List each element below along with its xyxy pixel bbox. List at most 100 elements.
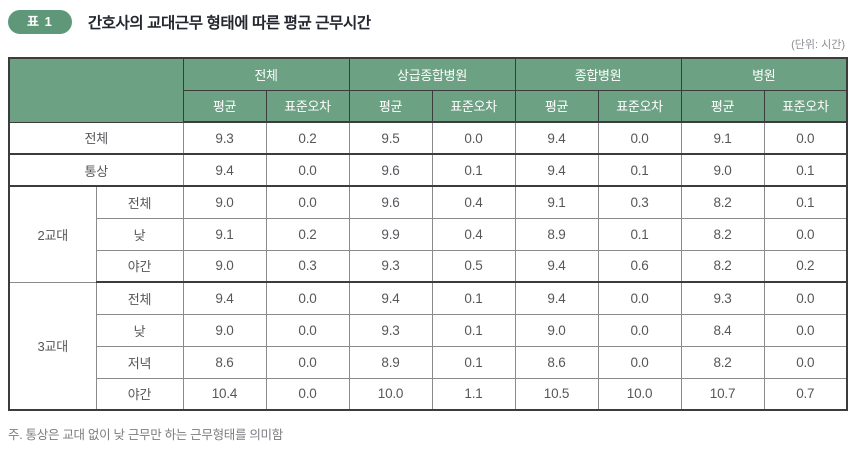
row-label: 전체: [95, 281, 184, 315]
sub-header-mean: 평균: [348, 89, 433, 123]
table-row: 2교대 전체 9.0 0.0 9.6 0.4 9.1 0.3 8.2 0.1: [8, 185, 848, 283]
value-cell: 10.0: [597, 377, 682, 411]
sub-header-se: 표준오차: [431, 89, 516, 123]
table-number-badge: 표 1: [8, 9, 72, 34]
value-cell: 9.0: [182, 185, 267, 219]
value-cell: 0.0: [597, 345, 682, 379]
table-row: 전체 9.3 0.2 9.5 0.0 9.4 0.0 9.1 0.0: [8, 121, 848, 155]
value-cell: 10.0: [348, 377, 433, 411]
value-cell: 0.0: [265, 281, 350, 315]
value-cell: 0.0: [763, 121, 848, 155]
value-cell: 10.7: [680, 377, 765, 411]
table-row: 3교대 전체 9.4 0.0 9.4 0.1 9.4 0.0 9.3 0.0: [8, 281, 848, 411]
row-label: 통상: [8, 153, 184, 187]
value-cell: 9.4: [182, 281, 267, 315]
sub-header-se: 표준오차: [597, 89, 682, 123]
table-row: 야간 9.0 0.3 9.3 0.5 9.4 0.6 8.2 0.2: [9, 249, 848, 283]
work-hours-table: 전체 상급종합병원 종합병원 병원 평균 표준오차 평균 표준오차 평균 표준오…: [8, 57, 849, 411]
value-cell: 0.1: [763, 153, 848, 187]
table-row: 낮 9.0 0.0 9.3 0.1 9.0 0.0 8.4 0.0: [9, 313, 848, 347]
value-cell: 0.0: [265, 313, 350, 347]
value-cell: 0.0: [265, 153, 350, 187]
value-cell: 0.0: [763, 313, 848, 347]
value-cell: 10.5: [514, 377, 599, 411]
value-cell: 9.4: [514, 281, 599, 315]
value-cell: 8.2: [680, 345, 765, 379]
table-row: 저녁 8.6 0.0 8.9 0.1 8.6 0.0 8.2 0.0: [9, 345, 848, 379]
table-caption: 표 1 간호사의 교대근무 형태에 따른 평균 근무시간: [8, 8, 845, 35]
value-cell: 0.0: [265, 345, 350, 379]
col-group-header-general-hospital: 종합병원: [514, 57, 682, 91]
value-cell: 8.2: [680, 217, 765, 251]
sub-header-mean: 평균: [680, 89, 765, 123]
value-cell: 0.7: [763, 377, 848, 411]
value-cell: 9.6: [348, 185, 433, 219]
value-cell: 0.3: [597, 185, 682, 219]
value-cell: 9.4: [514, 153, 599, 187]
table-row: 낮 9.1 0.2 9.9 0.4 8.9 0.1 8.2 0.0: [9, 217, 848, 251]
value-cell: 8.4: [680, 313, 765, 347]
value-cell: 0.0: [265, 185, 350, 219]
value-cell: 0.0: [597, 313, 682, 347]
row-label: 저녁: [95, 345, 184, 379]
value-cell: 0.0: [597, 281, 682, 315]
value-cell: 9.4: [348, 281, 433, 315]
value-cell: 1.1: [431, 377, 516, 411]
value-cell: 8.6: [182, 345, 267, 379]
value-cell: 9.0: [514, 313, 599, 347]
value-cell: 0.1: [763, 185, 848, 219]
value-cell: 0.0: [431, 121, 516, 155]
value-cell: 9.9: [348, 217, 433, 251]
unit-note: (단위: 시간): [791, 39, 845, 51]
sub-header-se: 표준오차: [265, 89, 350, 123]
value-cell: 0.0: [763, 345, 848, 379]
value-cell: 9.3: [680, 281, 765, 315]
page-title: 간호사의 교대근무 형태에 따른 평균 근무시간: [87, 14, 371, 32]
row-label: 야간: [95, 377, 184, 411]
value-cell: 9.4: [182, 153, 267, 187]
value-cell: 9.3: [348, 313, 433, 347]
value-cell: 0.4: [431, 217, 516, 251]
value-cell: 0.1: [431, 313, 516, 347]
value-cell: 9.3: [182, 121, 267, 155]
value-cell: 8.2: [680, 185, 765, 219]
value-cell: 9.1: [514, 185, 599, 219]
value-cell: 0.2: [265, 121, 350, 155]
value-cell: 0.0: [265, 377, 350, 411]
row-group-label-3shift: 3교대: [8, 281, 97, 411]
corner-cell: [8, 57, 184, 123]
header-row-stats: 평균 표준오차 평균 표준오차 평균 표준오차 평균 표준오차: [9, 89, 848, 123]
value-cell: 0.5: [431, 249, 516, 283]
value-cell: 0.0: [763, 281, 848, 315]
value-cell: 0.3: [265, 249, 350, 283]
value-cell: 9.1: [680, 121, 765, 155]
value-cell: 0.1: [431, 345, 516, 379]
row-label: 전체: [95, 185, 184, 219]
value-cell: 0.0: [763, 217, 848, 251]
value-cell: 8.9: [514, 217, 599, 251]
sub-header-mean: 평균: [514, 89, 599, 123]
table-row: 야간 10.4 0.0 10.0 1.1 10.5 10.0 10.7 0.7: [9, 377, 848, 411]
value-cell: 9.3: [348, 249, 433, 283]
header-row-groups: 전체 상급종합병원 종합병원 병원: [8, 57, 848, 123]
col-group-header-tertiary-hospital: 상급종합병원: [348, 57, 516, 91]
value-cell: 0.1: [597, 153, 682, 187]
value-cell: 9.4: [514, 121, 599, 155]
value-cell: 9.6: [348, 153, 433, 187]
value-cell: 0.1: [597, 217, 682, 251]
value-cell: 0.2: [763, 249, 848, 283]
value-cell: 9.0: [182, 249, 267, 283]
row-label: 전체: [8, 121, 184, 155]
value-cell: 0.1: [431, 153, 516, 187]
row-group-label-2shift: 2교대: [8, 185, 97, 283]
value-cell: 0.2: [265, 217, 350, 251]
col-group-header-total: 전체: [182, 57, 350, 91]
value-cell: 9.0: [182, 313, 267, 347]
value-cell: 9.1: [182, 217, 267, 251]
col-group-header-hospital: 병원: [680, 57, 848, 91]
page: 표 1 간호사의 교대근무 형태에 따른 평균 근무시간 (단위: 시간) 전체…: [8, 8, 849, 442]
row-label: 야간: [95, 249, 184, 283]
value-cell: 10.4: [182, 377, 267, 411]
value-cell: 0.6: [597, 249, 682, 283]
value-cell: 0.1: [431, 281, 516, 315]
